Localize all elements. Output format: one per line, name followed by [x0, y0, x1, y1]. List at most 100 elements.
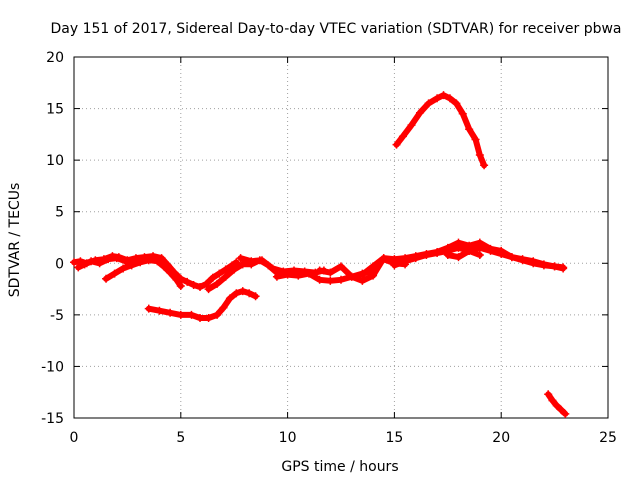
- data-point: [247, 257, 256, 266]
- data-point: [398, 132, 407, 141]
- data-point: [136, 258, 145, 267]
- y-tick-label: 5: [55, 205, 64, 221]
- data-point: [454, 253, 463, 262]
- data-point: [475, 243, 484, 252]
- data-point: [236, 254, 245, 263]
- data-point: [172, 275, 181, 284]
- data-point: [422, 251, 431, 260]
- data-point: [110, 269, 119, 278]
- x-tick-label: 15: [385, 430, 403, 446]
- data-point: [433, 94, 442, 103]
- data-point: [213, 310, 222, 319]
- data-point: [486, 246, 495, 255]
- y-tick-label: -5: [50, 308, 64, 324]
- x-axis-label: GPS time / hours: [281, 459, 398, 475]
- data-point: [189, 280, 198, 289]
- data-point: [507, 253, 516, 262]
- data-point: [95, 259, 104, 268]
- data-point: [439, 91, 448, 100]
- data-point: [433, 248, 442, 257]
- y-tick-label: 0: [55, 256, 64, 272]
- series-trace: [393, 92, 488, 169]
- data-point: [326, 268, 335, 277]
- data-point: [112, 254, 121, 263]
- data-point: [369, 271, 378, 280]
- data-point: [337, 275, 345, 284]
- data-point: [187, 310, 196, 319]
- data-point: [245, 289, 254, 298]
- data-point: [544, 390, 553, 399]
- data-point: [257, 256, 266, 265]
- series-pass-4: [144, 287, 260, 322]
- data-point: [315, 266, 324, 275]
- data-point: [238, 287, 247, 296]
- data-point: [283, 270, 292, 279]
- data-point: [219, 303, 228, 312]
- data-point: [87, 257, 96, 266]
- series-pass-13: [544, 390, 570, 418]
- data-point: [127, 261, 136, 270]
- data-point: [347, 272, 356, 281]
- data-point: [304, 269, 313, 278]
- series-pass-12: [392, 91, 489, 170]
- data-point: [392, 140, 401, 149]
- data-point: [196, 283, 205, 292]
- data-point: [471, 135, 480, 144]
- y-tick-label: -15: [41, 411, 64, 427]
- data-point: [155, 306, 164, 315]
- x-tick-label: 25: [599, 430, 617, 446]
- data-point: [119, 264, 128, 273]
- data-point: [529, 259, 538, 268]
- data-point: [326, 276, 335, 285]
- data-point: [475, 251, 484, 260]
- data-point: [204, 285, 213, 294]
- data-point: [443, 251, 452, 260]
- data-point: [166, 308, 175, 317]
- y-tick-label: 10: [46, 153, 64, 169]
- plot-frame: [73, 56, 609, 419]
- chart-title: Day 151 of 2017, Sidereal Day-to-day VTE…: [50, 21, 621, 37]
- data-point: [70, 258, 78, 267]
- data-point: [251, 292, 260, 301]
- data-point: [458, 109, 467, 118]
- series-pass-3: [102, 256, 185, 290]
- data-point: [202, 279, 211, 288]
- data-point: [315, 275, 324, 284]
- data-point: [552, 401, 561, 410]
- data-point: [390, 261, 399, 270]
- data-point: [358, 270, 367, 279]
- data-point: [225, 294, 234, 303]
- x-tick-label: 5: [176, 430, 185, 446]
- data-point: [465, 125, 474, 134]
- data-point: [518, 256, 527, 265]
- data-point: [337, 262, 345, 271]
- data-point: [424, 99, 433, 108]
- data-point: [465, 246, 474, 255]
- data-point: [221, 265, 230, 274]
- data-point: [407, 121, 416, 130]
- data-point: [204, 313, 213, 322]
- data-point: [497, 250, 506, 259]
- data-point: [550, 262, 559, 271]
- data-point: [157, 254, 166, 263]
- data-point: [80, 260, 89, 269]
- data-point: [176, 310, 185, 319]
- data-point: [144, 304, 153, 313]
- data-point: [452, 99, 461, 108]
- series-layer: [70, 91, 570, 418]
- data-point: [215, 269, 224, 278]
- x-tick-label: 10: [279, 430, 297, 446]
- data-point: [183, 277, 192, 286]
- data-point: [268, 264, 277, 273]
- data-point: [221, 272, 230, 281]
- data-point: [379, 254, 388, 263]
- data-point: [153, 257, 162, 266]
- y-tick-label: 20: [46, 50, 64, 66]
- data-point: [159, 262, 168, 271]
- series-pass-11: [443, 243, 568, 273]
- data-point: [559, 264, 568, 273]
- data-point: [401, 257, 410, 266]
- data-point: [416, 108, 425, 117]
- x-tick-label: 0: [70, 430, 79, 446]
